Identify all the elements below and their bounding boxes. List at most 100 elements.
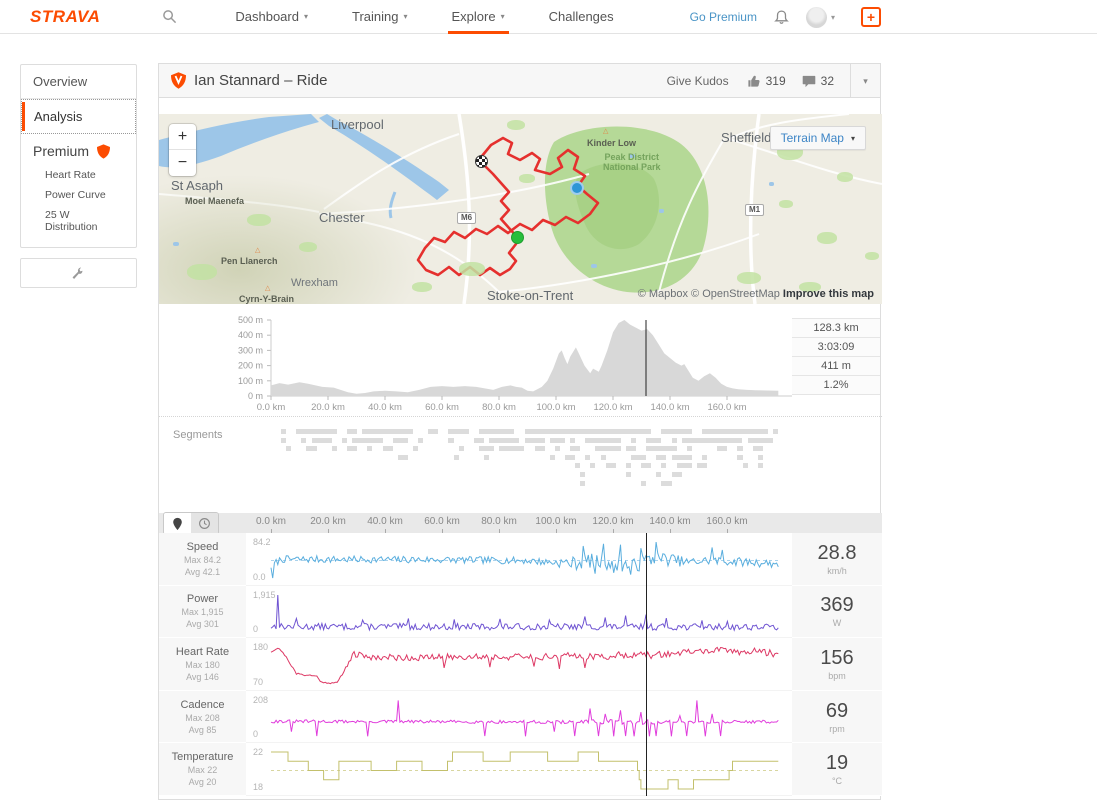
- activity-options-button[interactable]: ▾: [850, 64, 880, 98]
- chart-plot-power[interactable]: 1,915 0: [246, 585, 792, 639]
- segment-bar[interactable]: [362, 429, 413, 434]
- segment-bar[interactable]: [281, 437, 287, 443]
- nav-item-challenges[interactable]: Challenges: [527, 0, 636, 34]
- segment-bar[interactable]: [757, 463, 763, 469]
- segment-bar[interactable]: [630, 454, 647, 460]
- segment-bar[interactable]: [641, 480, 647, 486]
- activity-tools-button[interactable]: [20, 258, 137, 288]
- route-map[interactable]: Liverpool Sheffield Chester Wrexham St Asaph…: [159, 114, 882, 304]
- segment-bar[interactable]: [478, 429, 515, 434]
- zoom-in-button[interactable]: +: [169, 124, 196, 150]
- segment-bar[interactable]: [625, 472, 631, 477]
- segment-bar[interactable]: [367, 446, 373, 452]
- segment-bar[interactable]: [281, 429, 287, 434]
- segment-bar[interactable]: [296, 429, 337, 434]
- sidebar-item-premium[interactable]: Premium: [21, 134, 136, 163]
- chart-plot-heart-rate[interactable]: 180 70: [246, 638, 792, 691]
- time-clock-toggle[interactable]: [191, 513, 218, 534]
- segment-bar[interactable]: [600, 454, 606, 460]
- segment-bar[interactable]: [671, 437, 677, 443]
- sidebar-item-overview[interactable]: Overview: [21, 65, 136, 99]
- segment-bar[interactable]: [661, 429, 692, 434]
- improve-map-link[interactable]: Improve this map: [782, 288, 874, 300]
- segment-bar[interactable]: [570, 437, 576, 443]
- segment-bar[interactable]: [772, 429, 778, 434]
- segment-bar[interactable]: [752, 446, 763, 452]
- avatar[interactable]: [805, 6, 827, 28]
- distance-pin-toggle[interactable]: [164, 513, 191, 534]
- segment-bar[interactable]: [580, 480, 586, 486]
- segment-bar[interactable]: [747, 437, 763, 443]
- segment-bar[interactable]: [331, 446, 337, 452]
- elevation-profile[interactable]: 500 m 400 m 300 m 200 m 100 m 0 m 0.0 km 20.0 k…: [159, 316, 882, 416]
- search-icon[interactable]: [162, 9, 177, 24]
- segment-bar[interactable]: [742, 463, 748, 469]
- segment-bar[interactable]: [656, 454, 667, 460]
- segment-bar[interactable]: [676, 463, 692, 469]
- segment-bar[interactable]: [737, 454, 743, 460]
- segment-bar[interactable]: [549, 454, 555, 460]
- segment-bar[interactable]: [448, 437, 454, 443]
- segment-bar[interactable]: [524, 437, 545, 443]
- chart-plot-cadence[interactable]: 208 0: [246, 690, 792, 744]
- map-layer-select[interactable]: Terrain Map ▾: [769, 126, 866, 150]
- chart-cursor-line[interactable]: [646, 533, 647, 796]
- segment-bar[interactable]: [301, 437, 307, 443]
- segment-bar[interactable]: [671, 454, 692, 460]
- segment-bar[interactable]: [575, 463, 581, 469]
- segment-bar[interactable]: [428, 429, 439, 434]
- segment-bar[interactable]: [585, 454, 591, 460]
- segment-bar[interactable]: [306, 446, 317, 452]
- segment-bar[interactable]: [473, 437, 484, 443]
- segment-bar[interactable]: [605, 463, 616, 469]
- nav-item-explore[interactable]: Explore ▾: [430, 0, 527, 34]
- nav-item-dashboard[interactable]: Dashboard ▾: [213, 0, 330, 34]
- segment-bar[interactable]: [757, 454, 763, 460]
- zoom-out-button[interactable]: −: [177, 154, 188, 171]
- segment-bar[interactable]: [580, 472, 586, 477]
- segment-bar[interactable]: [590, 463, 596, 469]
- segment-bar[interactable]: [534, 446, 545, 452]
- segment-bar[interactable]: [478, 446, 495, 452]
- segment-bar[interactable]: [585, 437, 621, 443]
- segment-bar[interactable]: [737, 446, 743, 452]
- strava-logo[interactable]: STRAVA: [30, 6, 101, 26]
- segment-bar[interactable]: [641, 463, 652, 469]
- segment-bar[interactable]: [412, 446, 419, 452]
- add-activity-button[interactable]: +: [861, 7, 881, 27]
- segment-bar[interactable]: [681, 437, 743, 443]
- segment-bar[interactable]: [625, 446, 637, 452]
- streams-charts[interactable]: Speed Max 84.2 Avg 42.1 84.2 0.0 28.8 km/h Powe…: [159, 533, 882, 796]
- segment-bar[interactable]: [286, 446, 292, 452]
- kudos-count[interactable]: 319: [747, 74, 786, 88]
- segment-bar[interactable]: [341, 437, 348, 443]
- segment-bar[interactable]: [418, 437, 424, 443]
- segment-bar[interactable]: [347, 446, 358, 452]
- segment-bar[interactable]: [453, 454, 459, 460]
- sidebar-subitem-power-curve[interactable]: Power Curve: [45, 189, 106, 201]
- segment-bar[interactable]: [717, 446, 728, 452]
- comment-count[interactable]: 32: [802, 74, 834, 88]
- segment-bar[interactable]: [352, 437, 383, 443]
- segment-bar[interactable]: [565, 454, 576, 460]
- segment-bar[interactable]: [347, 429, 358, 434]
- map-attribution[interactable]: © Mapbox © OpenStreetMap Improve this ma…: [637, 288, 874, 300]
- chart-plot-temperature[interactable]: 22 18: [246, 743, 792, 796]
- segment-bar[interactable]: [671, 472, 682, 477]
- segment-bar[interactable]: [483, 454, 489, 460]
- segment-bar[interactable]: [382, 446, 393, 452]
- segment-bar[interactable]: [549, 437, 566, 443]
- sidebar-subitem-heart-rate[interactable]: Heart Rate: [45, 169, 96, 181]
- segment-bar[interactable]: [397, 454, 408, 460]
- chart-plot-speed[interactable]: 84.2 0.0: [246, 533, 792, 586]
- notifications-bell-icon[interactable]: [773, 9, 790, 26]
- sidebar-subitem-25-w-distribution[interactable]: 25 W Distribution: [45, 209, 98, 233]
- segment-bar[interactable]: [686, 446, 692, 452]
- segment-bar[interactable]: [630, 437, 637, 443]
- nav-item-training[interactable]: Training ▾: [330, 0, 430, 34]
- segment-bar[interactable]: [646, 446, 677, 452]
- segment-bar[interactable]: [762, 437, 773, 443]
- segment-bar[interactable]: [311, 437, 332, 443]
- segment-bars[interactable]: [246, 429, 792, 509]
- segment-bar[interactable]: [661, 463, 667, 469]
